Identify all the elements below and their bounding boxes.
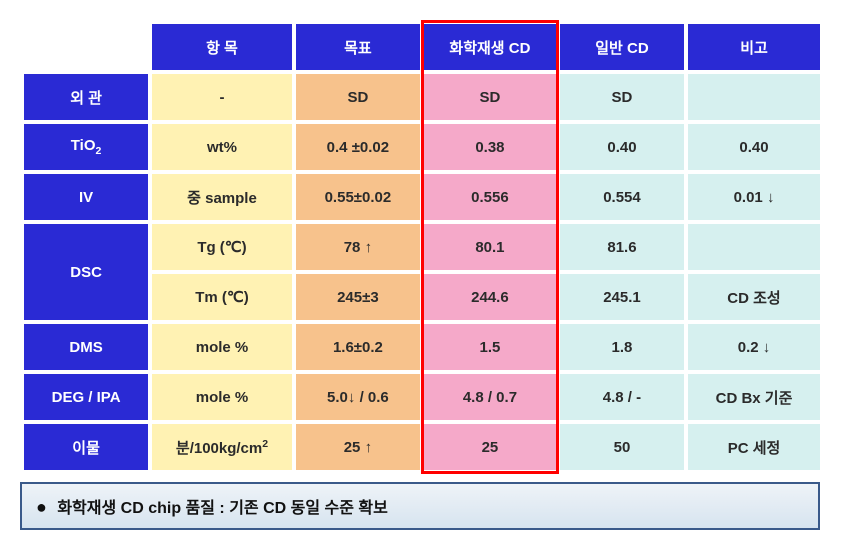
cell-normal-0: SD [560, 74, 684, 120]
cell-chem-3-0: 80.1 [424, 224, 556, 270]
cell-item-3-0: Tg (℃) [152, 224, 292, 270]
cell-chem-3-1: 244.6 [424, 274, 556, 320]
cell-chem-5: 4.8 / 0.7 [424, 374, 556, 420]
header-c5: 비고 [688, 24, 820, 70]
rowlabel-0: 외 관 [24, 74, 148, 120]
cell-target-0: SD [296, 74, 420, 120]
cell-item-3-1: Tm (℃) [152, 274, 292, 320]
cell-item-5: mole % [152, 374, 292, 420]
cell-note-3-0 [688, 224, 820, 270]
footer-note: ● 화학재생 CD chip 품질 : 기존 CD 동일 수준 확보 [20, 482, 820, 530]
footer-text: 화학재생 CD chip 품질 : 기존 CD 동일 수준 확보 [57, 500, 388, 517]
cell-note-6: PC 세정 [688, 424, 820, 470]
cell-target-3-0: 78 ↑ [296, 224, 420, 270]
cell-normal-4: 1.8 [560, 324, 684, 370]
cell-normal-2: 0.554 [560, 174, 684, 220]
rowlabel-5: DEG / IPA [24, 374, 148, 420]
comparison-table-wrap: 항 목목표화학재생 CD일반 CD비고외 관-SDSDSDTiO2wt%0.4 … [20, 20, 824, 474]
cell-note-0 [688, 74, 820, 120]
cell-note-1: 0.40 [688, 124, 820, 170]
cell-note-2: 0.01 ↓ [688, 174, 820, 220]
cell-item-2: 중 sample [152, 174, 292, 220]
cell-target-2: 0.55±0.02 [296, 174, 420, 220]
header-c3: 화학재생 CD [424, 24, 556, 70]
cell-normal-1: 0.40 [560, 124, 684, 170]
rowlabel-6: 이물 [24, 424, 148, 470]
cell-item-0: - [152, 74, 292, 120]
cell-note-5: CD Bx 기준 [688, 374, 820, 420]
cell-item-6: 분/100kg/cm2 [152, 424, 292, 470]
cell-target-1: 0.4 ±0.02 [296, 124, 420, 170]
cell-normal-5: 4.8 / - [560, 374, 684, 420]
cell-normal-3-1: 245.1 [560, 274, 684, 320]
cell-item-1: wt% [152, 124, 292, 170]
rowlabel-2: IV [24, 174, 148, 220]
cell-chem-2: 0.556 [424, 174, 556, 220]
comparison-table: 항 목목표화학재생 CD일반 CD비고외 관-SDSDSDTiO2wt%0.4 … [20, 20, 824, 474]
header-c4: 일반 CD [560, 24, 684, 70]
header-c1: 항 목 [152, 24, 292, 70]
header-blank [24, 24, 148, 70]
cell-chem-6: 25 [424, 424, 556, 470]
header-c2: 목표 [296, 24, 420, 70]
cell-chem-0: SD [424, 74, 556, 120]
rowlabel-4: DMS [24, 324, 148, 370]
cell-chem-1: 0.38 [424, 124, 556, 170]
cell-target-3-1: 245±3 [296, 274, 420, 320]
cell-target-4: 1.6±0.2 [296, 324, 420, 370]
cell-target-6: 25 ↑ [296, 424, 420, 470]
rowlabel-1: TiO2 [24, 124, 148, 170]
rowlabel-3: DSC [24, 224, 148, 320]
cell-item-4: mole % [152, 324, 292, 370]
cell-normal-3-0: 81.6 [560, 224, 684, 270]
cell-chem-4: 1.5 [424, 324, 556, 370]
cell-target-5: 5.0↓ / 0.6 [296, 374, 420, 420]
bullet-icon: ● [36, 497, 47, 517]
cell-normal-6: 50 [560, 424, 684, 470]
cell-note-4: 0.2 ↓ [688, 324, 820, 370]
cell-note-3-1: CD 조성 [688, 274, 820, 320]
